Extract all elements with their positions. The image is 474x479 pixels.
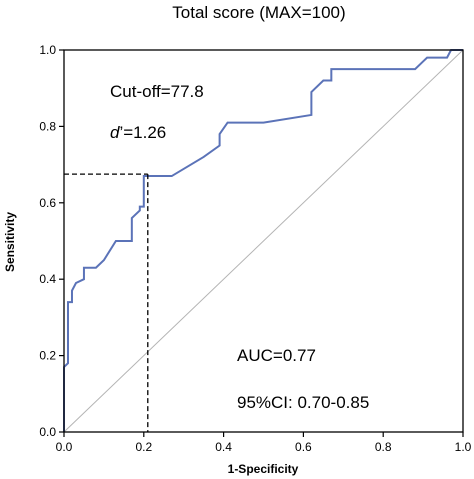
- y-tick-label: 1.0: [39, 43, 56, 57]
- x-tick-label: 0.6: [295, 440, 312, 454]
- x-axis: 0.0 0.2 0.4 0.6 0.8 1.0: [56, 432, 472, 454]
- plot-frame: [63, 49, 464, 433]
- chart-title: Total score (MAX=100): [172, 3, 345, 22]
- y-tick-label: 0.2: [39, 349, 56, 363]
- roc-curve: [63, 49, 463, 432]
- d-prime-value: ’=1.26: [119, 123, 166, 142]
- x-axis-label: 1-Specificity: [228, 462, 299, 476]
- x-tick-label: 0.8: [375, 440, 392, 454]
- y-tick-label: 0.6: [39, 196, 56, 210]
- y-axis-label: Sensitivity: [3, 212, 17, 272]
- y-tick-label: 0.4: [39, 272, 56, 286]
- y-axis: 0.0 0.2 0.4 0.6 0.8 1.0: [39, 43, 64, 439]
- reference-diagonal: [63, 49, 464, 433]
- x-tick-label: 0.0: [56, 440, 73, 454]
- x-tick-label: 0.2: [135, 440, 152, 454]
- d-prime-annotation: d’=1.26: [110, 123, 166, 142]
- cutoff-annotation: Cut-off=77.8: [110, 82, 204, 101]
- auc-annotation: AUC=0.77: [237, 346, 316, 365]
- x-tick-label: 1.0: [455, 440, 472, 454]
- d-prime-symbol: d: [110, 123, 120, 142]
- y-tick-label: 0.0: [39, 425, 56, 439]
- ci-annotation: 95%CI: 0.70-0.85: [237, 393, 369, 412]
- y-tick-label: 0.8: [39, 119, 56, 133]
- x-tick-label: 0.4: [215, 440, 232, 454]
